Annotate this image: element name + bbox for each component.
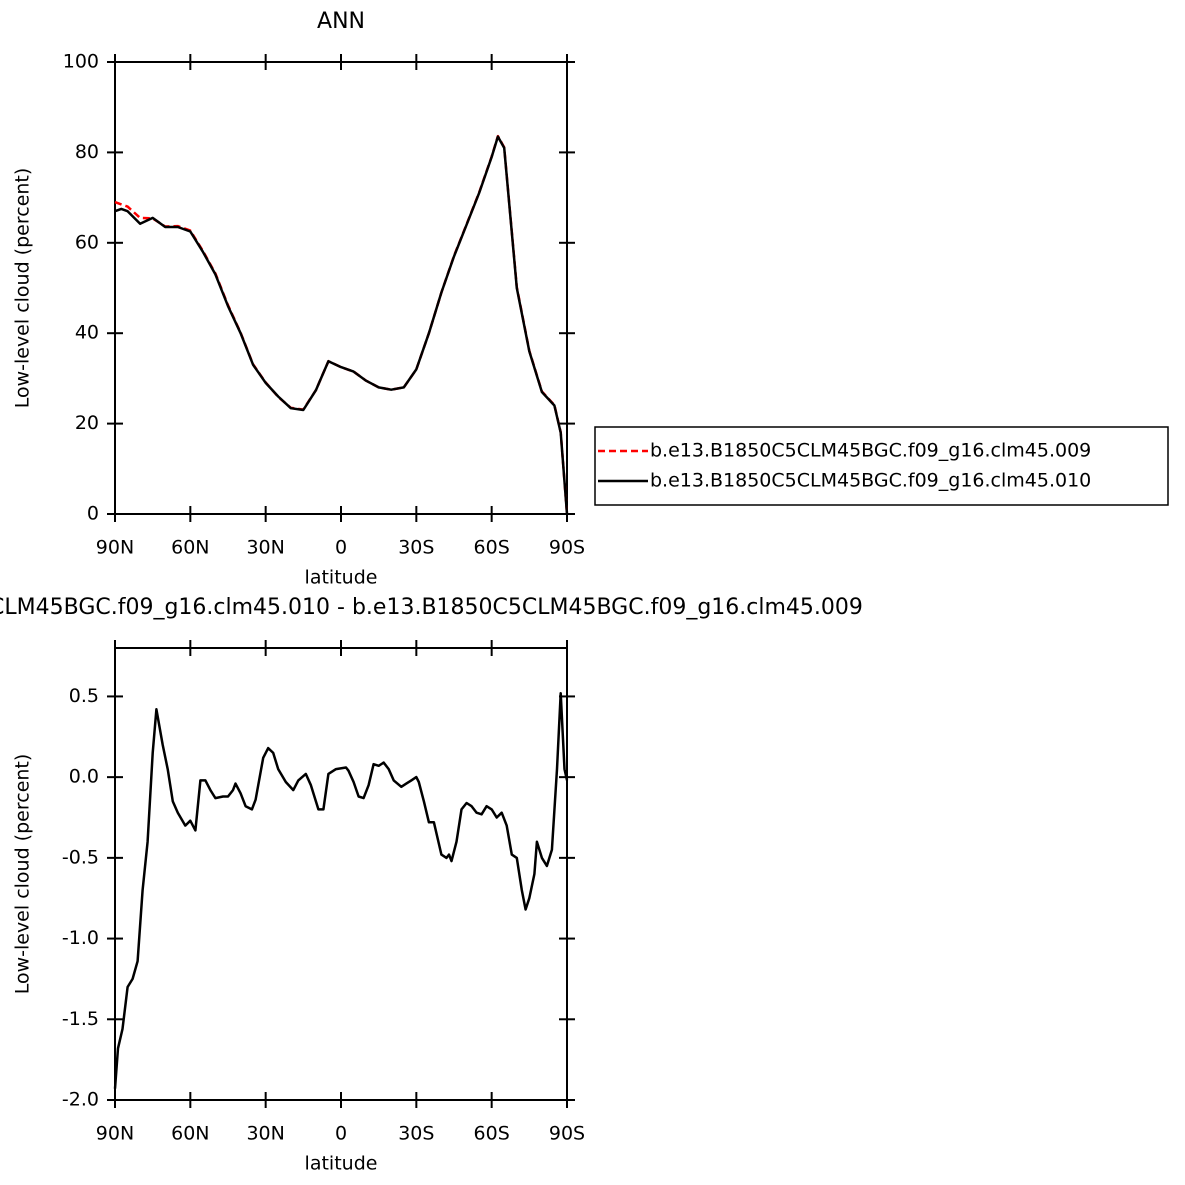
legend-label: b.e13.B1850C5CLM45BGC.f09_g16.clm45.009: [650, 440, 1091, 462]
y-axis-label: Low-level cloud (percent): [12, 168, 34, 409]
y-tick-label: -1.0: [62, 927, 99, 949]
y-axis-label: Low-level cloud (percent): [12, 754, 34, 995]
y-tick-label: 80: [75, 141, 99, 163]
x-tick-label: 60N: [171, 537, 209, 559]
x-tick-label: 0: [335, 1123, 347, 1145]
chart-title: ANN: [317, 9, 365, 34]
y-tick-label: 0.5: [69, 685, 99, 707]
x-tick-label: 90N: [96, 1123, 134, 1145]
x-axis-label: latitude: [305, 1153, 378, 1175]
x-tick-label: 30S: [398, 1123, 434, 1145]
data-line: [114, 135, 569, 515]
y-tick-label: -0.5: [62, 846, 99, 868]
x-tick-label: 90N: [96, 537, 134, 559]
y-tick-label: 40: [75, 322, 99, 344]
plot-frame: [114, 647, 568, 1101]
x-tick-label: 60S: [474, 537, 510, 559]
y-tick-label: 60: [75, 231, 99, 253]
x-tick-label: 30S: [398, 537, 434, 559]
data-line: [113, 691, 569, 1089]
x-tick-label: 30N: [246, 1123, 284, 1145]
x-tick-label: 90S: [549, 537, 585, 559]
x-axis-label: latitude: [305, 567, 378, 589]
x-tick-label: 60S: [474, 1123, 510, 1145]
x-tick-label: 60N: [171, 1123, 209, 1145]
x-tick-label: 90S: [549, 1123, 585, 1145]
legend-box: [594, 426, 1169, 506]
plot-frame: [114, 61, 568, 515]
x-tick-label: 30N: [246, 537, 284, 559]
y-tick-label: 0.0: [69, 766, 99, 788]
y-tick-label: 100: [63, 51, 99, 73]
legend-label: b.e13.B1850C5CLM45BGC.f09_g16.clm45.010: [650, 470, 1091, 492]
x-tick-label: 0: [335, 537, 347, 559]
y-tick-label: 20: [75, 412, 99, 434]
chart-title: b.e13.B1850C5CLM45BGC.f09_g16.clm45.010 …: [0, 595, 863, 620]
y-tick-label: -2.0: [62, 1089, 99, 1111]
y-tick-label: 0: [87, 503, 99, 525]
y-tick-label: -1.5: [62, 1008, 99, 1030]
data-line: [114, 134, 569, 515]
